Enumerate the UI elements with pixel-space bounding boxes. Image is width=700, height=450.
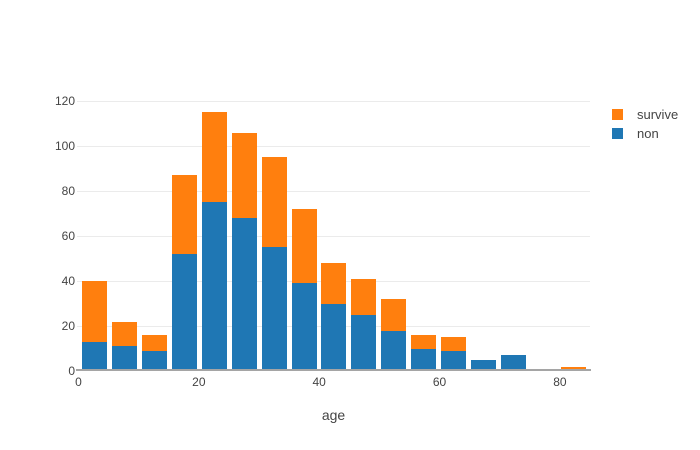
plot-area [76, 98, 591, 371]
bar-segment-survive-20-25 [201, 112, 227, 203]
bar-segment-non-65-70 [471, 359, 497, 371]
bar-segment-non-0-5 [82, 341, 107, 371]
bar-segment-survive-0-5 [82, 281, 107, 342]
bar-segment-non-25-30 [231, 218, 257, 371]
x-tick-label-80: 80 [553, 375, 567, 389]
bar-segment-survive-30-35 [261, 157, 287, 248]
y-tick-label-120: 120 [54, 94, 75, 108]
x-axis-title: age [321, 407, 346, 423]
y-tick-label-20: 20 [61, 319, 75, 333]
y-tick-label-40: 40 [61, 274, 75, 288]
legend-item-non[interactable]: non [612, 124, 678, 143]
bar-segment-non-70-75 [501, 355, 527, 371]
gridline [77, 146, 590, 147]
bar-segment-survive-35-40 [291, 209, 317, 284]
bar-segment-non-40-45 [321, 303, 347, 371]
bar-segment-non-45-50 [351, 314, 377, 371]
bar-segment-survive-55-60 [411, 335, 437, 349]
bar-segment-survive-80-85 [560, 366, 586, 371]
legend: survive non [612, 105, 678, 143]
bar-segment-survive-50-55 [381, 299, 407, 331]
bar-segment-non-20-25 [201, 202, 227, 371]
bar-segment-non-50-55 [381, 330, 407, 371]
y-tick-label-100: 100 [54, 139, 75, 153]
bar-segment-survive-15-20 [171, 175, 197, 254]
x-tick-label-0: 0 [75, 375, 82, 389]
bar-segment-survive-45-50 [351, 278, 377, 315]
bar-segment-survive-25-30 [231, 132, 257, 218]
bar-segment-non-60-65 [441, 350, 467, 371]
bar-segment-non-5-10 [111, 346, 137, 371]
bar-segment-non-30-35 [261, 247, 287, 371]
bar-segment-non-10-15 [141, 350, 167, 371]
bar-segment-non-35-40 [291, 283, 317, 371]
gridline [77, 236, 590, 237]
y-tick-label-80: 80 [61, 184, 75, 198]
bar-segment-non-15-20 [171, 254, 197, 371]
legend-label: non [637, 126, 659, 141]
bar-segment-survive-5-10 [111, 321, 137, 347]
bar-segment-survive-60-65 [441, 337, 467, 351]
x-axis-line [76, 369, 591, 371]
legend-label: survive [637, 107, 679, 122]
legend-swatch-survive [612, 109, 623, 120]
y-tick-label-0: 0 [68, 364, 75, 378]
bar-segment-survive-40-45 [321, 263, 347, 304]
x-tick-label-20: 20 [192, 375, 206, 389]
gridline [77, 101, 590, 102]
x-tick-label-40: 40 [312, 375, 326, 389]
bar-segment-non-55-60 [411, 348, 437, 371]
gridline [77, 191, 590, 192]
x-tick-label-60: 60 [432, 375, 447, 389]
legend-swatch-non [612, 128, 623, 139]
bar-segment-survive-10-15 [141, 335, 167, 351]
legend-item-survive[interactable]: survive [612, 105, 678, 124]
y-tick-label-60: 60 [61, 229, 75, 243]
